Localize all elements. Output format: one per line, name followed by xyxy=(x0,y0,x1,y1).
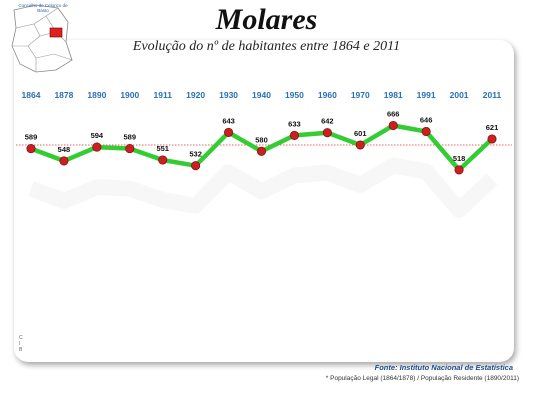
data-label: 601 xyxy=(354,129,367,138)
population-note: * População Legal (1864/1878) / Populaçã… xyxy=(325,375,519,382)
data-label: 646 xyxy=(420,116,433,125)
data-point xyxy=(224,127,234,137)
data-point xyxy=(191,161,201,171)
data-point xyxy=(125,144,135,154)
chart-panel xyxy=(14,40,514,362)
line-shadow xyxy=(31,166,492,210)
data-point xyxy=(421,126,431,137)
year-label: 1940 xyxy=(252,90,271,100)
data-label: 589 xyxy=(25,133,38,142)
year-label: 1920 xyxy=(186,90,205,100)
data-point xyxy=(289,130,299,140)
year-label: 1864 xyxy=(22,90,41,100)
data-label: 532 xyxy=(189,150,202,159)
data-label: 642 xyxy=(321,117,334,126)
chart-title: Molares xyxy=(215,3,318,36)
chart-subtitle: Evolução do nº de habitantes entre 1864 … xyxy=(132,39,401,54)
data-point xyxy=(158,155,168,165)
data-point xyxy=(59,156,69,166)
year-label: 1950 xyxy=(285,90,304,100)
data-point xyxy=(322,128,332,138)
data-point xyxy=(355,140,365,150)
side-mark: C I B xyxy=(19,335,23,353)
data-label: 548 xyxy=(58,145,71,154)
year-label: 2001 xyxy=(450,90,469,100)
data-label: 518 xyxy=(453,154,466,163)
data-label: 633 xyxy=(288,119,301,128)
year-label: 1890 xyxy=(87,90,106,100)
data-label: 551 xyxy=(156,144,169,153)
data-label: 594 xyxy=(91,131,104,140)
year-label: 1991 xyxy=(417,90,436,100)
data-point xyxy=(388,120,398,131)
data-label: 589 xyxy=(124,133,137,142)
data-point xyxy=(92,142,102,152)
year-label: 2011 xyxy=(483,90,502,100)
municipality-map-icon xyxy=(11,4,73,73)
year-label: 1911 xyxy=(153,90,172,100)
year-label: 1930 xyxy=(219,90,238,100)
data-point xyxy=(454,165,464,175)
data-label: 621 xyxy=(486,123,499,132)
map-caption: Concelho de Celorico de Basto xyxy=(18,3,68,13)
source-label: Fonte: Instituto Nacional de Estatística xyxy=(374,363,513,372)
year-label: 1981 xyxy=(384,90,403,100)
data-point xyxy=(256,146,267,156)
data-point xyxy=(26,144,36,154)
year-label: 1970 xyxy=(351,90,370,100)
year-label: 1900 xyxy=(120,90,139,100)
data-label: 580 xyxy=(255,135,268,144)
year-label: 1960 xyxy=(318,90,337,100)
data-point xyxy=(487,134,497,144)
data-label: 666 xyxy=(387,110,400,119)
year-label: 1878 xyxy=(54,90,73,100)
data-label: 643 xyxy=(222,116,235,125)
